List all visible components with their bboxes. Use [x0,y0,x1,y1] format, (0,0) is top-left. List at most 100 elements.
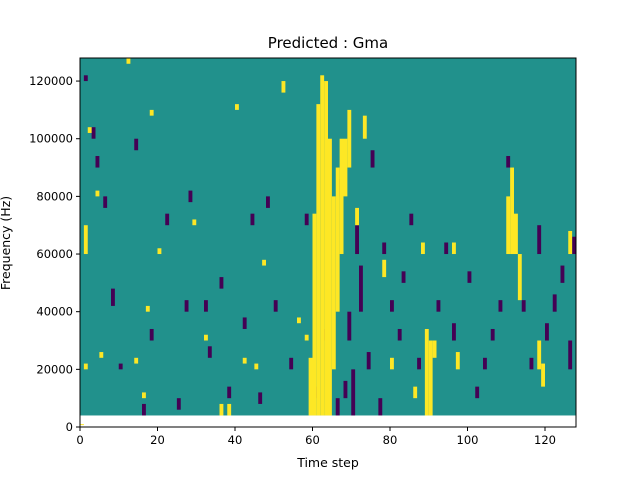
heatmap-cell-high [320,75,325,416]
heatmap-cell-high [157,248,162,255]
heatmap-cell-low [529,357,534,370]
heatmap-cell-low [250,213,255,226]
heatmap-cell-low [242,317,247,329]
y-tick-label: 60000 [36,247,73,261]
heatmap-cell-low [452,323,456,341]
heatmap-cell-low [142,403,146,416]
heatmap-cell-low [118,363,123,370]
heatmap-cell-high [362,115,367,139]
heatmap-cell-high [413,386,418,399]
heatmap-cell-low [444,242,449,255]
x-tick-label: 100 [457,433,479,447]
heatmap-cell-high [331,196,336,370]
y-tick-label: 120000 [29,74,73,88]
heatmap-cell-low [506,156,511,168]
x-tick-label: 120 [534,433,556,447]
heatmap-cell-low [436,300,441,312]
heatmap-cell-high [568,230,573,255]
heatmap-cell-low [378,398,383,416]
heatmap-cell-low [219,277,224,289]
heatmap-cell-high [83,363,88,370]
heatmap-cell-low [176,398,181,410]
heatmap-cell-low [560,265,565,283]
heatmap-cell-high [506,196,511,255]
heatmap-cell-high [134,357,139,364]
heatmap-cell-low [355,225,359,255]
heatmap-cell-low [95,156,100,168]
heatmap-cell-high [95,190,100,197]
heatmap-cell-high [421,242,425,255]
heatmap-cell-high [537,340,542,370]
heatmap-cell-low [483,357,487,370]
heatmap-cell-high [297,317,301,324]
x-tick-label: 40 [228,433,243,447]
heatmap-cell-low [568,340,573,370]
heatmap-cell-low [111,288,115,306]
heatmap-cell-low [343,380,348,399]
y-tick-label: 100000 [29,132,73,146]
heatmap-cell-high [390,357,394,370]
heatmap-cell-low [382,242,387,255]
heatmap-cell-low [83,75,88,82]
x-tick-label: 20 [150,433,165,447]
heatmap-cell-high [455,352,460,370]
heatmap-cell-low [149,328,154,341]
y-tick-label: 0 [66,420,73,434]
heatmap-cell-high [142,392,146,399]
heatmap-cell-high [99,352,104,358]
heatmap-cell-low [409,213,414,226]
x-axis-label: Time step [296,455,359,470]
heatmap-cell-high [339,138,344,255]
heatmap-cell-low [417,357,421,370]
heatmap-cell-low [359,265,363,312]
chart-title: Predicted : Gma [268,34,388,52]
heatmap-cell-low [91,127,96,139]
x-axis: 0 20 40 60 80 100 120 [76,427,556,447]
heatmap-cell-low [207,346,212,358]
heatmap-cell-high [281,81,286,93]
x-tick-label: 60 [305,433,320,447]
heatmap-cell-low [498,300,503,312]
heatmap-cell-low [467,271,472,283]
heatmap-cell-high [83,225,88,255]
heatmap-cell-high [382,259,387,278]
heatmap-cell-high [262,259,266,266]
heatmap-cell-high [80,424,84,426]
heatmap-cell-low [304,213,309,226]
heatmap-cell-low [572,236,576,255]
heatmap-cell-low [397,328,402,341]
x-tick-label: 0 [76,433,83,447]
heatmap-cell-high [510,167,514,255]
heatmap-cell-high [428,340,433,416]
heatmap-cell-high [235,104,239,110]
heatmap-cell-high [308,357,313,416]
y-tick-label: 40000 [36,305,73,319]
heatmap-cell-high [316,104,321,416]
heatmap-cell-low [366,352,371,370]
y-tick-label: 80000 [36,189,73,203]
heatmap-cell-high [432,340,437,358]
heatmap-cell-low [537,225,542,255]
heatmap-cell-high [87,127,92,133]
x-tick-label: 80 [383,433,398,447]
heatmap-cell-high [312,213,317,416]
heatmap-cell-high [227,403,232,416]
heatmap-cell-low [266,196,270,208]
heatmap-cell-low [165,213,170,226]
heatmap-cell-high [328,138,332,416]
heatmap-cell-high [242,357,247,364]
heatmap-cell-high [219,403,224,416]
heatmap-cell-high [355,207,359,226]
y-axis: 0 20000 40000 60000 80000 100000 120000 [29,74,80,434]
heatmap-cell-low [134,138,139,151]
heatmap-cell-high [541,363,545,387]
heatmap-cell-low [204,300,208,312]
heatmap-cell-low [351,369,356,416]
heatmap-cell-high [254,363,259,370]
heatmap-cell-low [370,150,375,168]
heatmap-cell-low [335,398,340,416]
heatmap-cell-low [184,300,189,312]
plot-frame [79,57,577,428]
heatmap-cell-low [390,300,394,312]
